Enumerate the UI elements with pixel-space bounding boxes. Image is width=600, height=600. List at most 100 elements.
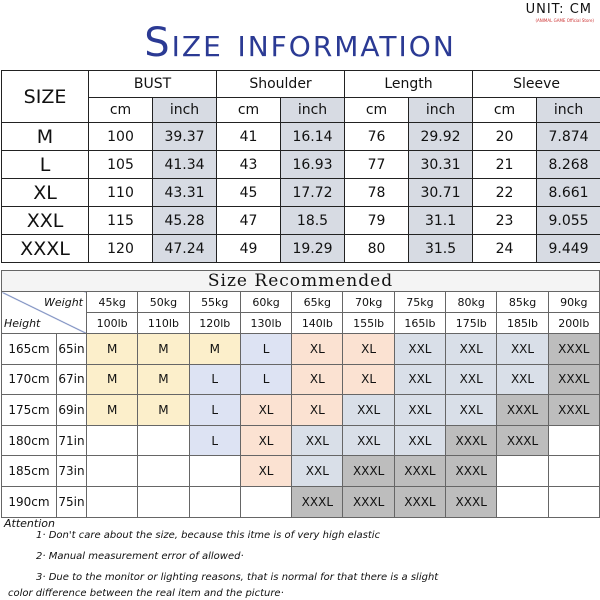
recommended-size-cell: XXL [496,363,549,396]
unit-label: UNIT: CM [525,2,592,17]
group-header: Sleeve [472,70,600,98]
recommended-size-cell: XXL [496,333,549,365]
size-label: XXXL [1,234,89,263]
weight-kg: 65kg [291,291,344,313]
measurement-cell: 19.29 [280,234,346,263]
recommended-size-cell: M [137,333,190,365]
measurement-cell: 45.28 [151,206,218,235]
measurement-cell: 30.71 [408,178,474,207]
recommended-size-cell: XXXL [445,485,498,518]
weight-kg: 45kg [85,291,139,313]
table-row: XXXL 120 47.24 49 19.29 80 31.5 24 9.449 [1,234,600,263]
recommended-size-cell: XXXL [291,485,344,518]
recommended-size-cell: XXL [393,394,447,426]
measurement-cell: 24 [472,234,538,263]
weight-kg: 55kg [188,291,241,313]
recommended-size-cell: M [85,363,139,396]
weight-lb: 175lb [445,312,498,334]
recommended-size-cell [188,485,241,518]
measurement-cell: 17.72 [280,178,346,207]
recommended-size-cell: L [188,424,241,457]
recommended-size-cell: L [239,363,293,396]
group-header: Shoulder [216,70,346,98]
height-in: 67in [56,363,87,396]
unit-cm-header: cm [88,97,153,123]
height-cm: 175cm [1,394,57,426]
measurement-cell: 22 [472,178,538,207]
group-header: Length [344,70,474,98]
recommended-size-cell: XXL [291,455,344,487]
table-row: 170cm 67in M M L L XL XL XXL XXL XXL XXXL [1,363,600,396]
attention-note: color difference between the real item a… [8,588,284,599]
height-cm: 190cm [1,485,57,518]
recommended-size-cell: XXXL [547,363,600,396]
height-in: 65in [56,333,87,365]
recommended-size-cell: XXL [393,333,447,365]
recommended-size-cell: XXL [445,363,498,396]
unit-cm-header: cm [344,97,410,123]
measurement-cell: 21 [472,150,538,179]
recommended-size-cell [239,485,293,518]
height-in: 71in [56,424,87,457]
measurement-cell: 78 [344,178,410,207]
weight-lb: 155lb [342,312,395,334]
weight-lb: 110lb [137,312,190,334]
measurement-cell: 20 [472,122,538,151]
weight-kg: 85kg [496,291,549,313]
recommended-size-cell [547,424,600,457]
table-row: 180cm 71in L XL XXL XXL XXL XXXL XXXL [1,424,600,457]
recommended-size-cell [85,485,139,518]
size-label: L [1,150,89,179]
measurement-cell: 105 [88,150,153,179]
recommended-size-cell: XL [291,394,344,426]
recommended-size-cell: XXXL [393,455,447,487]
weight-kg: 75kg [393,291,447,313]
measurement-cell: 45 [216,178,282,207]
recommended-size-cell: XL [239,424,293,457]
weight-lb: 120lb [188,312,241,334]
measurement-cell: 79 [344,206,410,235]
attention-note: 3· Due to the monitor or lighting reason… [36,572,439,583]
weight-lb: 130lb [239,312,293,334]
recommended-size-cell [85,424,139,457]
measurement-cell: 31.5 [408,234,474,263]
measurement-cell: 41.34 [151,150,218,179]
size-label: XXL [1,206,89,235]
recommended-size-cell: XL [291,333,344,365]
measurement-cell: 16.93 [280,150,346,179]
recommended-size-cell [188,455,241,487]
recommended-size-cell: XXL [342,424,395,457]
measurement-cell: 110 [88,178,153,207]
recommended-size-cell: XXXL [445,455,498,487]
size-label: XL [1,178,89,207]
recommended-size-cell: XL [342,333,395,365]
recommended-size-cell [496,485,549,518]
weight-kg: 70kg [342,291,395,313]
recommended-size-cell: XXL [291,424,344,457]
size-table: SIZE BUST Shoulder Length Sleeve cm inch cm inch… [1,70,600,263]
height-cm: 180cm [1,424,57,457]
weight-kg: 60kg [239,291,293,313]
recommended-size-cell [137,455,190,487]
measurement-cell: 77 [344,150,410,179]
weight-lb: 140lb [291,312,344,334]
unit-cm-header: cm [216,97,282,123]
height-in: 73in [56,455,87,487]
page-title: Size information [144,20,456,66]
measurement-cell: 7.874 [536,122,600,151]
table-row: 175cm 69in M M L XL XL XXL XXL XXL XXXL XXXL [1,394,600,426]
measurement-cell: 8.268 [536,150,600,179]
height-in: 69in [56,394,87,426]
measurement-cell: 30.31 [408,150,474,179]
unit-inch-header: inch [151,97,218,123]
measurement-cell: 43.31 [151,178,218,207]
measurement-cell: 120 [88,234,153,263]
recommended-size-cell: M [188,333,241,365]
recommended-size-cell [547,485,600,518]
height-cm: 170cm [1,363,57,396]
unit-inch-header: inch [408,97,474,123]
recommended-size-cell: L [188,363,241,396]
measurement-cell: 9.055 [536,206,600,235]
recommended-size-cell: L [188,394,241,426]
size-label: M [1,122,89,151]
